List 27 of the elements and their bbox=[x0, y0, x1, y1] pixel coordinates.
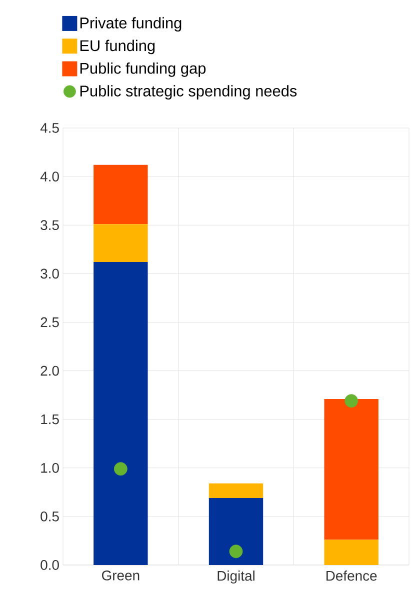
legend-label: EU funding bbox=[80, 40, 155, 54]
bar bbox=[94, 262, 148, 565]
x-tick-label: Green bbox=[102, 570, 140, 580]
bar bbox=[208, 483, 264, 498]
bar bbox=[94, 164, 148, 224]
y-tick-label: 2.5 bbox=[40, 317, 59, 328]
legend-label: Public funding gap bbox=[80, 62, 206, 77]
legend-label: Public strategic spending needs bbox=[80, 85, 297, 100]
y-tick-label: 2.0 bbox=[40, 366, 59, 376]
legend-label: Private funding bbox=[80, 17, 182, 32]
y-tick-label: 4.0 bbox=[40, 172, 59, 182]
y-tick-label: 3.5 bbox=[40, 220, 59, 230]
bar bbox=[208, 498, 264, 565]
y-tick-label: 3.0 bbox=[40, 268, 59, 279]
y-tick-label: 0.0 bbox=[40, 560, 59, 570]
x-tick-label: Digital bbox=[218, 570, 254, 584]
y-tick-label: 0.5 bbox=[40, 511, 59, 522]
x-tick-label: Defence bbox=[326, 570, 377, 581]
bar bbox=[94, 224, 148, 262]
y-tick-label: 1.5 bbox=[41, 414, 59, 424]
bar bbox=[324, 398, 378, 540]
point bbox=[229, 544, 243, 558]
y-tick-label: 1.0 bbox=[41, 462, 59, 473]
point bbox=[114, 462, 128, 476]
y-tick-label: 4.5 bbox=[40, 123, 59, 133]
bar bbox=[324, 540, 378, 565]
point bbox=[344, 394, 358, 408]
